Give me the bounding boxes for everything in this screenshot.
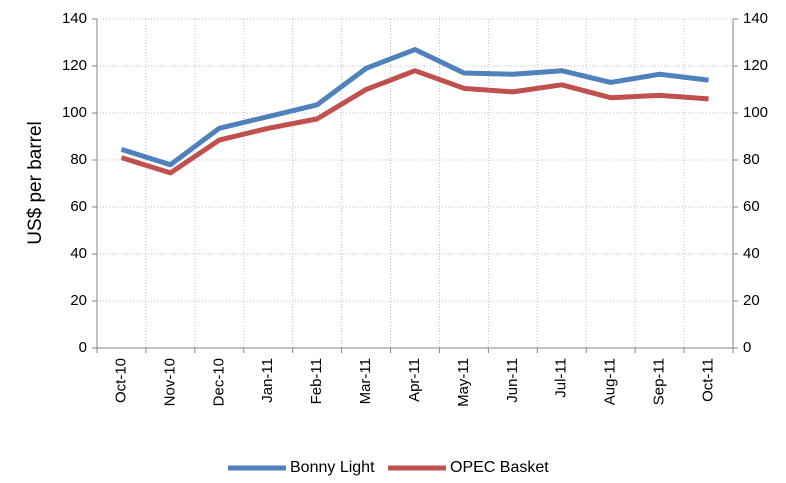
x-tick-label: Jan-11: [259, 358, 276, 403]
y2-tick-label: 120: [743, 57, 768, 74]
x-tick-label: Jul-11: [553, 358, 570, 398]
y-tick-label: 40: [70, 245, 87, 262]
legend-label: OPEC Basket: [450, 459, 549, 476]
y-tick-label: 0: [79, 339, 87, 356]
y2-tick-label: 60: [743, 198, 760, 215]
y2-tick-label: 140: [743, 10, 768, 27]
x-tick-label: Nov-10: [161, 358, 178, 406]
y-axis-label: US$ per barrel: [25, 121, 46, 245]
legend-label: Bonny Light: [290, 459, 375, 476]
x-tick-label: Dec-10: [210, 358, 227, 406]
x-tick-label: Mar-11: [357, 358, 374, 404]
x-tick-label: Oct-10: [112, 358, 129, 403]
y2-tick-label: 40: [743, 245, 760, 262]
x-tick-label: May-11: [455, 358, 472, 407]
x-tick-label: Feb-11: [308, 358, 325, 404]
line-series: [120, 68, 709, 176]
y2-tick-label: 100: [743, 104, 768, 121]
y-tick-label: 20: [70, 292, 87, 309]
y-tick-label: 100: [62, 104, 87, 121]
line-series: [120, 47, 709, 168]
x-tick-label: Jun-11: [504, 358, 521, 403]
x-tick-label: Apr-11: [406, 358, 423, 402]
y2-tick-label: 20: [743, 292, 760, 309]
y-tick-label: 140: [62, 10, 87, 27]
y-tick-label: 60: [70, 198, 87, 215]
y-tick-label: 80: [70, 151, 87, 168]
y2-tick-label: 80: [743, 151, 760, 168]
y2-tick-label: 0: [743, 339, 751, 356]
x-tick-label: Aug-11: [602, 358, 619, 405]
x-tick-label: Sep-11: [651, 358, 668, 405]
y-tick-label: 120: [62, 57, 87, 74]
x-tick-label: Oct-11: [700, 358, 717, 402]
